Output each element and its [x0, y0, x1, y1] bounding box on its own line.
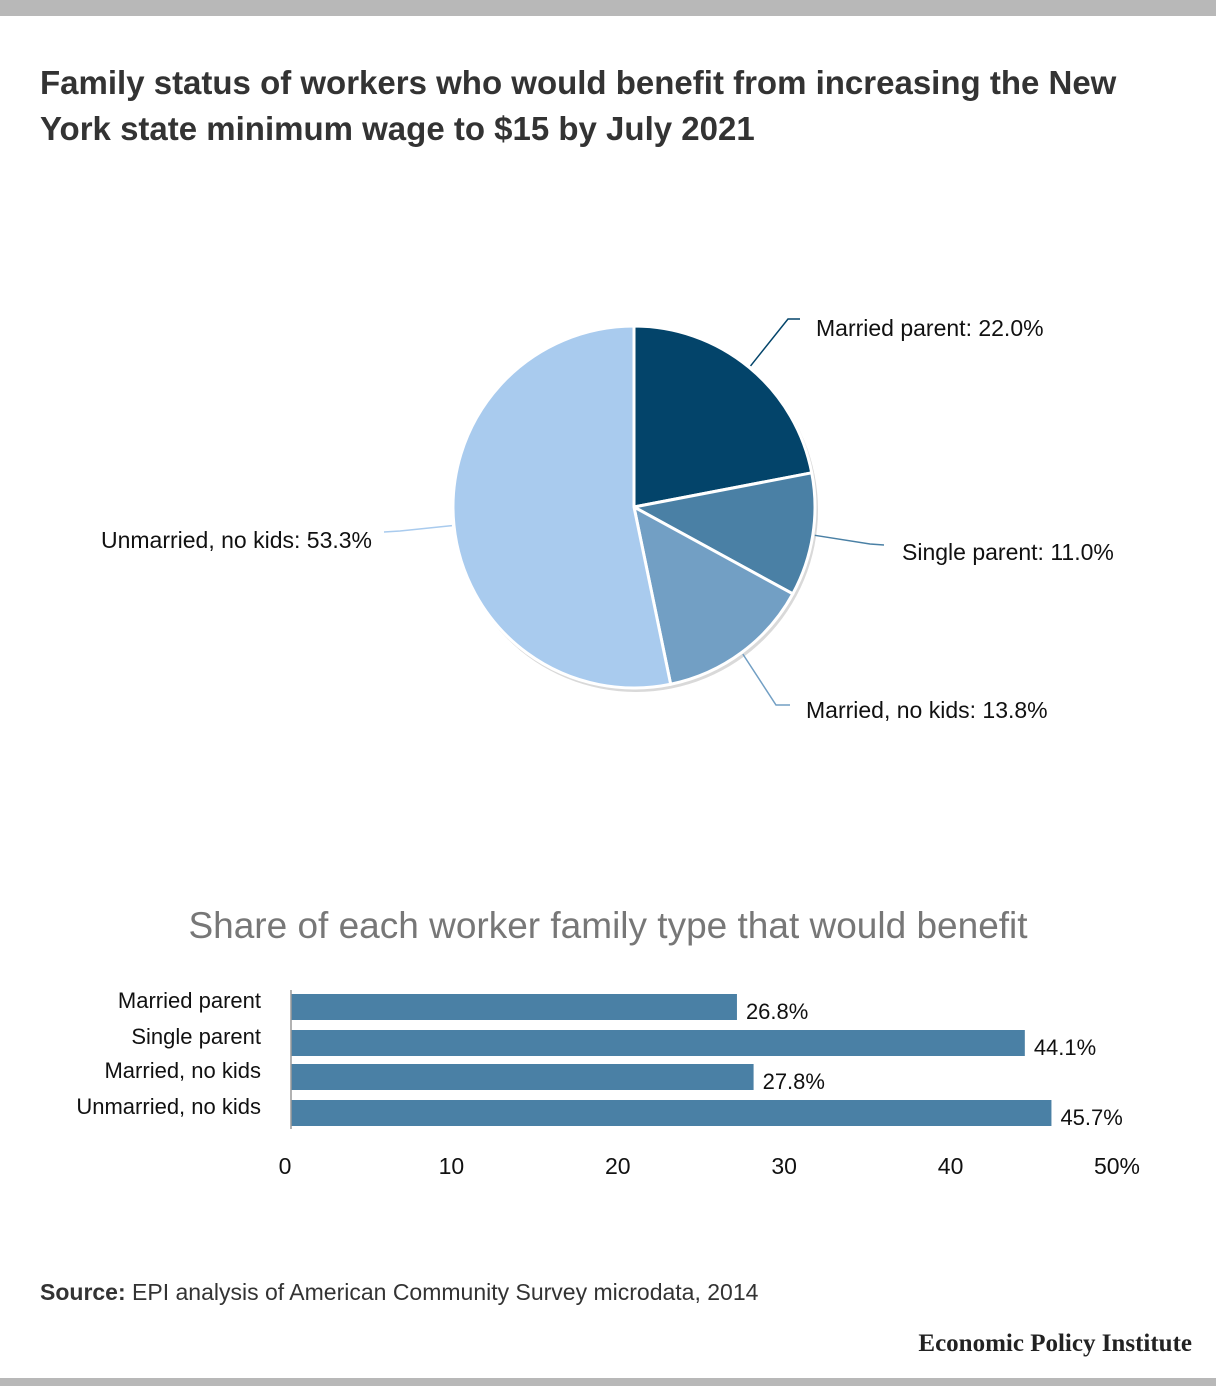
bar-chart-subtitle: Share of each worker family type that wo… [188, 905, 1028, 946]
pie-chart: Married parent: 22.0% Single parent: 11.0… [101, 315, 1114, 723]
pie-label-unmarried-no-kids: Unmarried, no kids: 53.3% [101, 527, 372, 553]
x-tick-label-0: 0 [279, 1153, 292, 1179]
bottom-rule [0, 1378, 1216, 1386]
bar-unmarried-no-kids [291, 1100, 1052, 1126]
category-label-married-parent: Married parent [118, 988, 261, 1013]
pie-slice-married-parent [632, 324, 814, 509]
source-note: Source: EPI analysis of American Communi… [40, 1279, 758, 1306]
pie-slice-single-parent [632, 471, 817, 596]
x-tick-label-4: 40 [938, 1153, 964, 1179]
pie-leader-line-married-no-kids [742, 653, 790, 706]
pie-slice-unmarried-no-kids [451, 324, 673, 690]
x-tick-label-5: 50% [1094, 1153, 1140, 1179]
bar-single-parent [291, 1030, 1025, 1056]
top-rule [0, 0, 1216, 16]
x-tick-label-1: 10 [439, 1153, 465, 1179]
pie-leader-line-married-parent [749, 318, 800, 367]
category-label-single-parent: Single parent [131, 1024, 261, 1049]
source-text: EPI analysis of American Community Surve… [132, 1279, 759, 1305]
pie-slice-married-no-kids [632, 505, 795, 686]
value-label-married-parent: 26.8% [746, 999, 808, 1024]
bar-married-no-kids [291, 1064, 754, 1090]
category-label-married-no-kids: Married, no kids [104, 1058, 261, 1083]
pie-label-married-no-kids: Married, no kids: 13.8% [806, 697, 1048, 723]
brand-logo: Economic Policy Institute [918, 1330, 1192, 1357]
category-label-unmarried-no-kids: Unmarried, no kids [76, 1094, 261, 1119]
value-label-married-no-kids: 27.8% [763, 1069, 825, 1094]
bar-chart: Share of each worker family type that wo… [76, 905, 1140, 1179]
x-tick-label-2: 20 [605, 1153, 631, 1179]
source-label: Source: [40, 1279, 126, 1305]
pie-label-married-parent: Married parent: 22.0% [816, 315, 1044, 341]
value-label-unmarried-no-kids: 45.7% [1060, 1105, 1122, 1130]
pie-label-single-parent: Single parent: 11.0% [902, 539, 1114, 565]
pie-leader-line-unmarried-no-kids [383, 524, 453, 533]
x-tick-label-3: 30 [771, 1153, 797, 1179]
chart-title: Family status of workers who would benef… [40, 64, 1117, 147]
bar-married-parent [291, 994, 737, 1020]
pie-leader-line-single-parent [814, 534, 885, 546]
value-label-single-parent: 44.1% [1034, 1035, 1096, 1060]
